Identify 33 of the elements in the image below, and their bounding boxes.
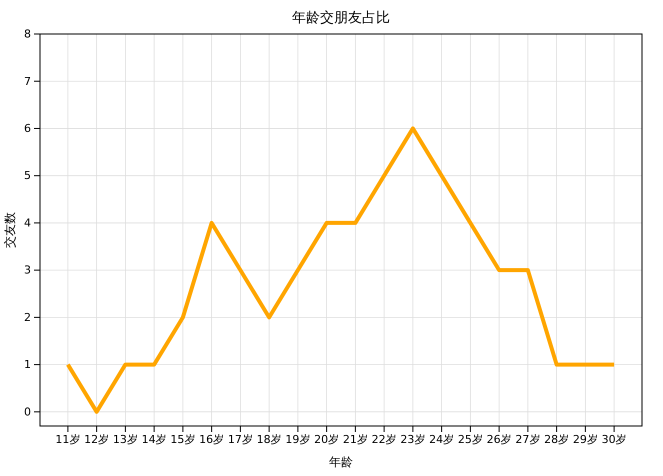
x-tick-label: 23岁	[400, 432, 426, 446]
x-tick-label: 30岁	[602, 432, 627, 446]
y-tick-label: 3	[24, 264, 31, 277]
x-tick-label: 14岁	[142, 432, 167, 446]
y-axis-title: 交友数	[3, 212, 17, 248]
y-tick-label: 6	[24, 122, 31, 135]
x-axis-title: 年龄	[329, 455, 353, 469]
x-tick-label: 11岁	[55, 432, 80, 446]
x-tick-label: 26岁	[486, 432, 512, 446]
x-tick-label: 27岁	[515, 432, 540, 446]
x-tick-label: 25岁	[458, 432, 483, 446]
x-tick-label: 13岁	[112, 432, 138, 446]
y-tick-label: 0	[24, 405, 31, 418]
x-tick-label: 19岁	[285, 432, 310, 446]
x-tick-label: 12岁	[84, 432, 110, 446]
y-tick-label: 7	[24, 74, 31, 88]
y-tick-label: 5	[24, 169, 31, 182]
x-tick-label: 17岁	[228, 432, 253, 446]
y-tick-label: 8	[24, 28, 31, 41]
x-tick-label: 24岁	[429, 432, 454, 446]
x-tick-label: 29岁	[572, 432, 598, 446]
x-tick-label: 18岁	[256, 432, 282, 446]
chart-title: 年龄交朋友占比	[292, 10, 390, 26]
x-tick-label: 16岁	[199, 432, 224, 446]
x-tick-label: 15岁	[170, 432, 196, 446]
line-series	[66, 126, 616, 414]
x-tick-label: 20岁	[314, 432, 340, 446]
y-tick-label: 2	[24, 310, 31, 324]
y-tick-label: 1	[24, 358, 31, 372]
x-tick-label: 28岁	[544, 432, 570, 446]
x-tick-label: 22岁	[372, 432, 397, 446]
y-tick-label: 4	[24, 216, 31, 230]
x-tick-label: 21岁	[342, 432, 368, 446]
